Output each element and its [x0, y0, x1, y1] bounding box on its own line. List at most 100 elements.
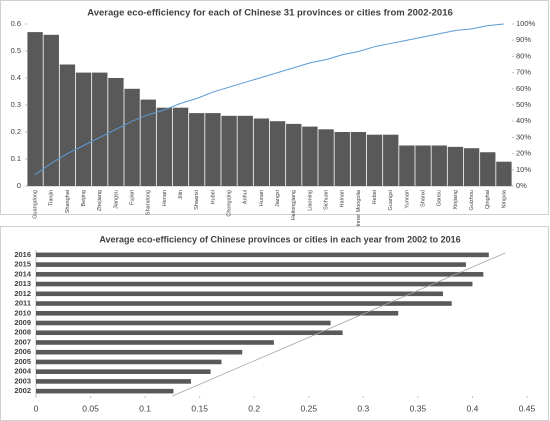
bar	[36, 301, 452, 306]
bar	[140, 99, 156, 186]
y2-tick-label: 50%	[516, 100, 531, 109]
x-tick-label: Hainan	[340, 190, 346, 207]
bar	[253, 118, 270, 186]
x-tick-label: Tianjin	[49, 190, 55, 206]
x-tick-label: Heilongjiang	[291, 190, 297, 220]
x-tick-label: Shaanxi	[194, 190, 200, 210]
y-tick-label: 0.1	[11, 154, 21, 163]
bar	[189, 113, 205, 186]
bar	[36, 369, 211, 374]
y-tick-label: 2007	[14, 337, 31, 346]
bar	[43, 34, 59, 186]
x-tick-label: 0	[34, 403, 39, 413]
bar	[205, 113, 221, 186]
x-tick-label: 0.45	[519, 403, 536, 413]
y-tick-label: 0.6	[11, 19, 21, 28]
y-tick-label: 0.5	[11, 46, 21, 55]
bar	[221, 115, 237, 186]
y2-tick-label: 70%	[516, 68, 531, 77]
bar	[36, 388, 174, 394]
y-tick-label: 0.2	[11, 127, 21, 136]
bar	[237, 115, 253, 186]
x-tick-label: Jiangsu	[113, 190, 119, 209]
bar	[318, 129, 334, 186]
x-tick-label: Anhui	[243, 190, 249, 204]
x-tick-label: Chongqing	[227, 190, 233, 217]
x-tick-label: Guizhou	[469, 190, 475, 211]
bar	[366, 134, 383, 186]
y-tick-label: 0.3	[11, 100, 21, 109]
bar	[156, 107, 173, 186]
x-tick-label: Beijing	[81, 190, 87, 207]
bar	[334, 132, 350, 186]
x-tick-label: Fujian	[130, 190, 136, 205]
bar	[92, 72, 108, 186]
cumulative-line	[34, 23, 504, 176]
y-tick-label: 2009	[14, 318, 31, 327]
x-tick-label: Jiangxi	[275, 190, 281, 207]
y-tick-label: 2005	[14, 357, 31, 366]
y-tick-label: 2002	[14, 386, 31, 395]
bar	[75, 72, 92, 186]
y2-tick-label: 10%	[516, 165, 531, 174]
x-tick-label: Inner Mongolia	[356, 189, 362, 226]
y-tick-label: 2008	[14, 328, 31, 337]
bar	[36, 349, 243, 355]
x-tick-label: Jilin	[178, 190, 184, 199]
y2-tick-label: 40%	[516, 116, 531, 125]
bar	[350, 132, 367, 186]
x-tick-label: 0.15	[191, 403, 208, 413]
y-tick-label: 2011	[15, 299, 31, 308]
x-tick-label: 0.4	[467, 403, 479, 413]
bar	[36, 359, 222, 365]
x-tick-label: Henan	[162, 190, 168, 206]
x-tick-label: Ningxia	[501, 189, 507, 208]
x-tick-label: 0.35	[410, 403, 427, 413]
bar	[302, 126, 318, 186]
x-tick-label: Qinghai	[485, 190, 491, 209]
bar	[36, 281, 473, 287]
x-tick-label: 0.25	[301, 403, 318, 413]
x-tick-label: Shandong	[146, 190, 152, 215]
y-tick-label: 2006	[14, 347, 31, 356]
x-tick-label: Yunnan	[404, 190, 410, 209]
x-tick-label: 0.3	[357, 403, 369, 413]
bar	[36, 330, 343, 336]
bar	[415, 145, 431, 186]
x-tick-label: Hebei	[372, 190, 378, 204]
x-tick-label: Hubei	[210, 190, 216, 204]
bar	[172, 107, 189, 186]
bar	[36, 320, 331, 326]
y2-tick-label: 0%	[516, 181, 527, 190]
y-tick-label: 0	[17, 181, 21, 190]
y2-tick-label: 20%	[516, 149, 531, 158]
x-tick-label: Sichuan	[324, 190, 330, 210]
bar	[36, 272, 484, 277]
bar	[383, 134, 399, 186]
y2-tick-label: 80%	[516, 51, 531, 60]
y2-tick-label: 30%	[516, 132, 531, 141]
y-tick-label: 2016	[14, 250, 31, 259]
bar	[36, 291, 443, 297]
bar	[36, 252, 489, 258]
x-tick-label: 0.1	[139, 403, 151, 413]
x-tick-label: Xinjiang	[453, 190, 459, 210]
bar	[286, 123, 302, 186]
y-tick-label: 2013	[14, 279, 31, 288]
y-tick-label: 2015	[14, 260, 31, 269]
bar	[36, 340, 274, 345]
x-tick-label: Gansu	[437, 190, 443, 206]
x-tick-label: 0.05	[82, 403, 99, 413]
bar	[108, 78, 124, 186]
x-tick-label: Hunan	[259, 190, 265, 206]
bar	[36, 262, 466, 267]
y-tick-label: 2003	[14, 376, 31, 385]
chart-title: Average eco-efficiency for each of Chine…	[87, 8, 453, 19]
bar	[496, 161, 512, 186]
trend-line	[172, 252, 506, 397]
y-tick-label: 2004	[14, 367, 32, 376]
bar	[59, 64, 76, 186]
bar	[27, 32, 43, 186]
panel-top	[0, 0, 549, 215]
